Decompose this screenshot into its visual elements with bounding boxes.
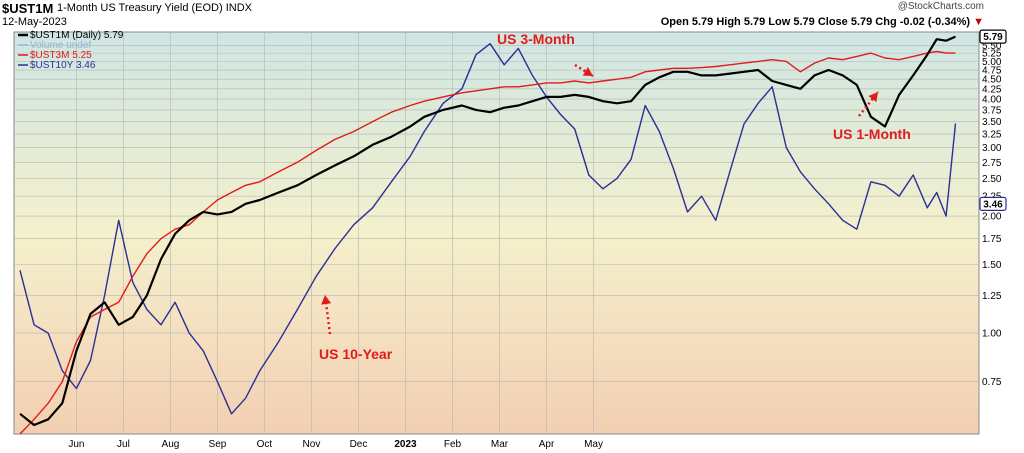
exchange-label: INDX bbox=[225, 2, 253, 14]
y-tick-label: 1.50 bbox=[982, 260, 1002, 271]
y-tick-label: 1.00 bbox=[982, 329, 1002, 340]
annotation-label: US 1-Month bbox=[833, 126, 911, 142]
last-value-text: 5.79 bbox=[983, 32, 1003, 43]
x-tick-label: Aug bbox=[162, 439, 180, 450]
annotation-arrow-shaft bbox=[574, 63, 594, 78]
chart-symbol: $UST1M bbox=[2, 1, 54, 16]
ohlc-readout: Open 5.79 High 5.79 Low 5.79 Close 5.79 … bbox=[661, 16, 984, 28]
annotation-label: US 10-Year bbox=[319, 346, 393, 362]
legend-entry: $UST1M (Daily) 5.79 bbox=[30, 30, 124, 41]
legend-entry: Volume undef bbox=[30, 40, 91, 51]
y-tick-label: 4.25 bbox=[982, 84, 1002, 95]
y-tick-label: 5.25 bbox=[982, 49, 1002, 60]
y-tick-label: 5.50 bbox=[982, 41, 1002, 52]
last-value-text: 3.46 bbox=[983, 199, 1003, 210]
arrow-head-icon bbox=[321, 295, 332, 305]
y-tick-label: 3.50 bbox=[982, 117, 1002, 128]
y-tick-label: 2.50 bbox=[982, 174, 1002, 185]
legend-entry: $UST10Y 3.46 bbox=[30, 60, 96, 71]
x-tick-label: May bbox=[584, 439, 603, 450]
last-value-badge bbox=[979, 196, 1007, 211]
annotation-label: US 3-Month bbox=[497, 31, 575, 47]
last-value-badges: 5.79 3.46 bbox=[979, 29, 1007, 211]
x-tick-label: Jul bbox=[117, 439, 130, 450]
y-tick-label: 4.00 bbox=[982, 95, 1002, 106]
x-tick-label: Mar bbox=[491, 439, 509, 450]
x-tick-label: Nov bbox=[303, 439, 321, 450]
ust10y-line bbox=[19, 43, 957, 415]
legend-entry: $UST3M 5.25 bbox=[30, 50, 92, 61]
y-tick-label: 2.75 bbox=[982, 158, 1002, 169]
last-value-badge bbox=[979, 29, 1007, 44]
series-lines bbox=[19, 35, 957, 435]
arrow-head-icon bbox=[582, 67, 593, 76]
x-axis-ticks: Jun Jul Aug Sep Oct Nov Dec 2023 Feb Mar Apr May bbox=[68, 439, 603, 450]
y-tick-label: 4.75 bbox=[982, 66, 1002, 77]
stockcharts-watermark: @StockCharts.com bbox=[897, 1, 984, 12]
x-tick-label: 2023 bbox=[394, 439, 417, 450]
y-tick-label: 3.25 bbox=[982, 130, 1002, 141]
x-tick-label: Apr bbox=[539, 439, 555, 450]
x-tick-label: Sep bbox=[209, 439, 227, 450]
x-tick-label: Dec bbox=[350, 439, 368, 450]
y-tick-label: 5.00 bbox=[982, 57, 1002, 68]
y-tick-label: 0.75 bbox=[982, 377, 1002, 388]
y-tick-label: 2.00 bbox=[982, 212, 1002, 223]
ohlc-text: Open 5.79 High 5.79 Low 5.79 Close 5.79 … bbox=[660, 16, 971, 28]
x-tick-label: Oct bbox=[257, 439, 273, 450]
y-tick-label: 1.75 bbox=[982, 234, 1002, 245]
grid-lines bbox=[14, 32, 979, 434]
arrow-head-icon bbox=[868, 92, 878, 103]
plot-background bbox=[13, 31, 980, 435]
y-tick-label: 3.75 bbox=[982, 105, 1002, 116]
chart-date: 12-May-2023 bbox=[2, 16, 67, 28]
ust3m-line bbox=[19, 50, 956, 435]
chart-description: 1-Month US Treasury Yield (EOD) INDX bbox=[57, 2, 252, 14]
y-tick-label: 3.00 bbox=[982, 143, 1002, 154]
annotation-arrow-shaft bbox=[323, 294, 332, 335]
x-tick-label: Jun bbox=[68, 439, 84, 450]
down-triangle-icon: ▼ bbox=[973, 16, 984, 28]
chart-description-text: 1-Month US Treasury Yield (EOD) bbox=[57, 2, 223, 14]
x-tick-label: Feb bbox=[444, 439, 462, 450]
y-axis-ticks: 0.751.001.251.501.752.002.252.502.753.00… bbox=[982, 41, 1002, 388]
annotations: US 3-Month US 1-Month US 10-Year bbox=[319, 31, 911, 362]
y-tick-label: 4.50 bbox=[982, 75, 1002, 86]
ust1m-line bbox=[19, 35, 956, 427]
y-tick-label: 1.25 bbox=[982, 291, 1002, 302]
